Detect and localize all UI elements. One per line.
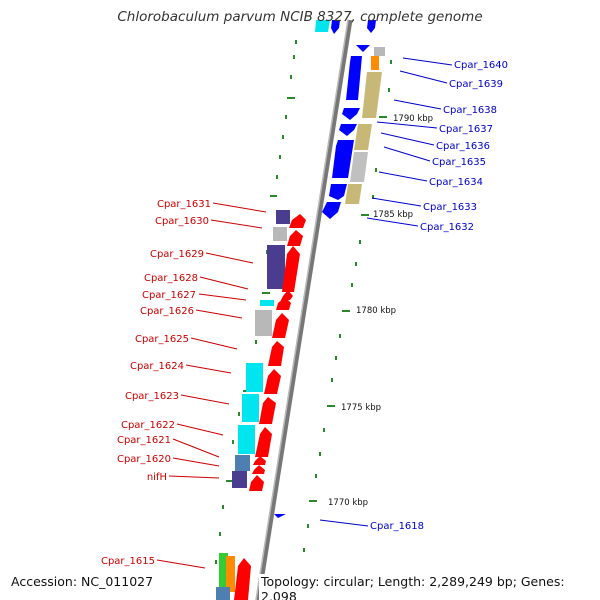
- gene-label[interactable]: Cpar_1632: [420, 222, 474, 233]
- genome-backbone: [255, 19, 353, 600]
- forward-gene-labels: Cpar_1631 Cpar_1630 Cpar_1629 Cpar_1628 …: [101, 199, 211, 567]
- gene-label[interactable]: Cpar_1615: [101, 556, 155, 567]
- gene-label[interactable]: Cpar_1629: [150, 249, 204, 260]
- gene-label[interactable]: Cpar_1628: [144, 273, 198, 284]
- gene-label[interactable]: Cpar_1638: [443, 105, 497, 116]
- tick-label: 1790 kbp: [393, 114, 433, 124]
- gene-label[interactable]: Cpar_1623: [125, 391, 179, 402]
- gene-label[interactable]: Cpar_1622: [121, 420, 175, 431]
- topology-label: Topology: circular; Length: 2,289,249 bp…: [259, 574, 600, 600]
- gene-label[interactable]: Cpar_1627: [142, 290, 196, 301]
- accession-label: Accession: NC_011027: [9, 574, 156, 589]
- forward-strand-genes: [216, 210, 306, 600]
- reverse-strand-genes: [274, 45, 385, 518]
- gene-label[interactable]: Cpar_1631: [157, 199, 211, 210]
- tick-label: 1785 kbp: [373, 210, 413, 220]
- gene-label[interactable]: Cpar_1625: [135, 334, 189, 345]
- gene-label[interactable]: Cpar_1630: [155, 216, 209, 227]
- gene-label[interactable]: Cpar_1640: [454, 60, 508, 71]
- tick-label: 1775 kbp: [341, 403, 381, 413]
- tick-label: 1770 kbp: [328, 498, 368, 508]
- position-tick-labels: 1790 kbp 1785 kbp 1780 kbp 1775 kbp 1770…: [328, 114, 433, 508]
- gene-label[interactable]: Cpar_1634: [429, 177, 483, 188]
- gene-label[interactable]: Cpar_1639: [449, 79, 503, 90]
- genome-backbone-highlight: [255, 19, 349, 600]
- page-title: Chlorobaculum parvum NCIB 8327, complete…: [117, 9, 483, 25]
- reverse-gene-labels: Cpar_1640 Cpar_1639 Cpar_1638 Cpar_1637 …: [370, 60, 508, 532]
- gene-label[interactable]: Cpar_1637: [439, 124, 493, 135]
- gene-label[interactable]: Cpar_1626: [140, 306, 194, 317]
- gene-label[interactable]: Cpar_1621: [117, 435, 171, 446]
- label-leader-lines: [156, 57, 453, 569]
- gene-label[interactable]: Cpar_1618: [370, 521, 424, 532]
- gene-label[interactable]: Cpar_1635: [432, 157, 486, 168]
- gene-label[interactable]: nifH: [147, 472, 167, 483]
- top-edge-genes: [315, 20, 382, 34]
- gene-label[interactable]: Cpar_1633: [423, 202, 477, 213]
- tick-label: 1780 kbp: [356, 306, 396, 316]
- gene-label[interactable]: Cpar_1636: [436, 141, 490, 152]
- gene-label[interactable]: Cpar_1620: [117, 454, 171, 465]
- gene-label[interactable]: Cpar_1624: [130, 361, 184, 372]
